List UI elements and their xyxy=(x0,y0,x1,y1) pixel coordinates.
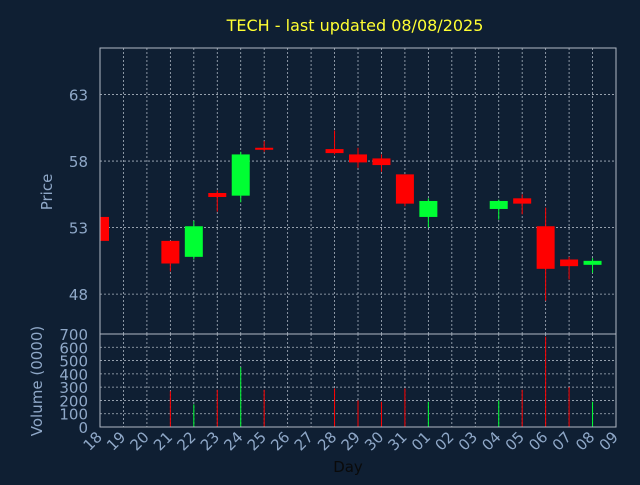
candle-28 xyxy=(325,130,344,155)
volume-tick-label: 300 xyxy=(59,379,88,397)
candle-29 xyxy=(349,147,367,168)
candle-body xyxy=(372,158,391,166)
candle-01 xyxy=(419,198,438,228)
chart-title: TECH - last updated 08/08/2025 xyxy=(226,16,484,35)
candle-25 xyxy=(255,141,274,152)
candle-05 xyxy=(513,194,532,215)
candle-06 xyxy=(536,207,555,301)
price-tick-label: 63 xyxy=(69,87,88,105)
volume-tick-label: 100 xyxy=(59,406,88,424)
candle-body xyxy=(395,174,414,204)
volume-axis-label: Volume (0000) xyxy=(28,326,46,436)
candle-22 xyxy=(184,220,203,260)
candle-body xyxy=(184,226,203,257)
volume-tick-label: 200 xyxy=(59,392,88,410)
x-axis-label: Day xyxy=(333,458,363,476)
price-axis-label: Price xyxy=(38,174,56,211)
volume-tick-label: 500 xyxy=(59,353,88,371)
candle-body xyxy=(208,192,227,197)
candle-body xyxy=(349,154,367,163)
price-tick-label: 53 xyxy=(69,220,88,238)
candle-30 xyxy=(372,154,391,172)
price-tick-label: 58 xyxy=(69,153,88,171)
candle-body xyxy=(513,198,532,204)
candle-21 xyxy=(161,240,180,272)
candle-04 xyxy=(489,199,508,220)
candle-24 xyxy=(231,151,250,203)
candle-body xyxy=(100,216,109,241)
volume-bars xyxy=(169,336,594,427)
candle-body xyxy=(419,200,438,217)
candle-23 xyxy=(208,190,227,212)
candle-08 xyxy=(583,258,602,273)
candle-31 xyxy=(395,174,414,207)
candle-18 xyxy=(99,216,109,241)
volume-tick-label: 0 xyxy=(78,419,88,437)
candle-body xyxy=(489,200,508,209)
candle-body xyxy=(325,149,344,154)
candle-body xyxy=(161,240,180,264)
candle-07 xyxy=(560,256,579,280)
candle-body xyxy=(583,260,602,265)
candle-body xyxy=(231,154,250,196)
candle-body xyxy=(560,259,579,267)
price-axis-ticks: 48 53 58 63 xyxy=(69,87,88,305)
volume-tick-label: 600 xyxy=(59,339,88,357)
candle-body xyxy=(536,226,555,269)
x-axis-ticks: 1819202122232425262728293031010203040506… xyxy=(80,428,622,454)
volume-tick-label: 400 xyxy=(59,366,88,384)
price-tick-label: 48 xyxy=(69,286,88,304)
volume-tick-label: 700 xyxy=(59,326,88,344)
volume-panel-frame xyxy=(99,333,617,428)
candles xyxy=(99,130,602,301)
candle-body xyxy=(255,147,274,150)
